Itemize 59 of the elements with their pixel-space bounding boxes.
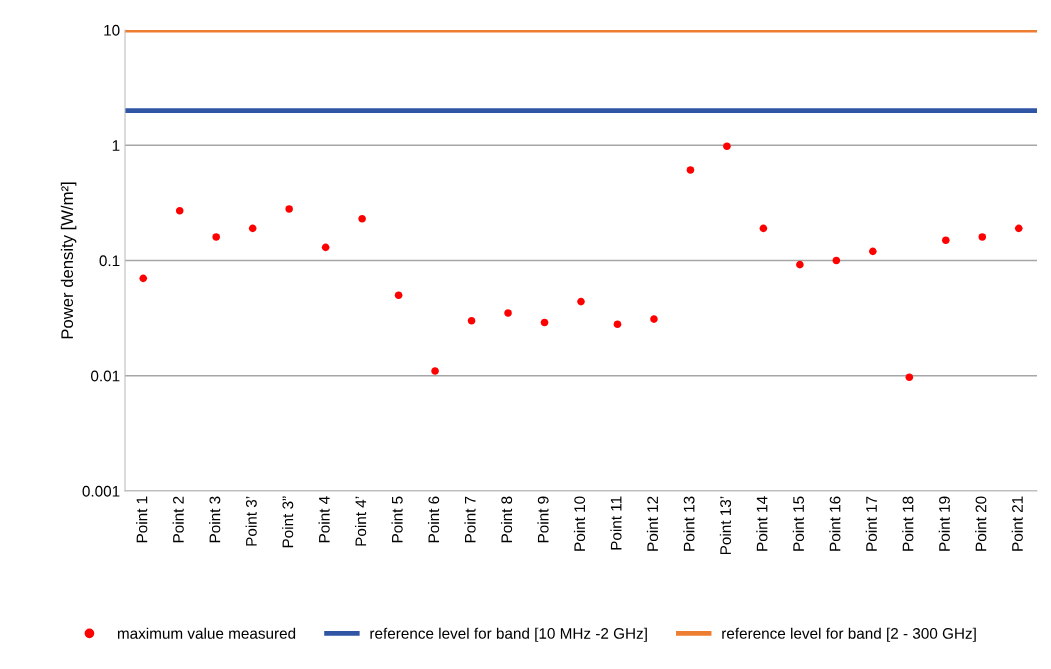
x-tick-label: Point 18 (902, 496, 914, 551)
point (139, 274, 148, 283)
point (832, 256, 841, 265)
x-tick-label: Point 7 (464, 496, 476, 543)
x-tick-label: Point 13’ (719, 496, 732, 555)
x-tick-label: Point 16 (829, 496, 841, 551)
x-tick-label: Point 3 (209, 496, 221, 543)
point (467, 316, 476, 325)
point (175, 206, 184, 215)
x-tick-label: Point 21 (1011, 496, 1023, 551)
point (248, 224, 257, 233)
x-tick-label: Point 8 (500, 496, 513, 543)
x-tick-label: Point 20 (975, 496, 987, 551)
x-tick-label: Point 14 (756, 496, 768, 551)
y-tick-label: 0.1 (99, 255, 120, 267)
legend-label: reference level for band [2 - 300 GHz] (722, 627, 976, 642)
x-tick-label: Point 19 (938, 496, 950, 551)
x-tick-label: Point 10 (573, 496, 586, 551)
point (394, 291, 403, 299)
point (723, 142, 731, 151)
x-tick-label: Point 4 (318, 496, 330, 543)
point (321, 243, 330, 252)
x-tick-label: Point 2 (172, 496, 184, 543)
y-tick-label: 0.01 (91, 370, 120, 382)
point (540, 318, 549, 327)
x-tick-label: Point 9 (537, 496, 549, 543)
point (613, 320, 622, 329)
point (978, 233, 987, 241)
point (212, 233, 220, 241)
point (796, 260, 804, 269)
x-tick-label: Point 5 (391, 496, 403, 543)
y-tick-label: 0.001 (82, 485, 120, 497)
point (285, 205, 293, 213)
x-tick-label: Point 17 (865, 496, 877, 551)
point (431, 367, 439, 375)
point (869, 247, 877, 256)
x-tick-label: Point 11 (610, 496, 622, 550)
point (650, 315, 658, 323)
point (577, 297, 585, 306)
x-tick-label: Point 12 (646, 496, 659, 551)
y-tick-label: 10 (104, 24, 120, 36)
point (504, 309, 512, 317)
x-tick-label: Point 3’ (245, 496, 257, 546)
point (1014, 224, 1023, 233)
point (942, 236, 950, 245)
x-tick-label: Point 3” (282, 496, 294, 548)
legend-label: maximum value measured (117, 627, 296, 639)
x-tick-label: Point 13 (683, 496, 695, 551)
x-tick-label: Point 6 (427, 496, 440, 543)
y-tick-label: 1 (112, 140, 120, 151)
point (759, 224, 768, 233)
point (358, 215, 366, 223)
point (905, 373, 914, 382)
x-tick-label: Point 15 (792, 496, 804, 551)
y-axis-title: Power density [W/m²] (60, 182, 77, 339)
x-tick-label: Point 4’ (355, 496, 367, 546)
legend-label: reference level for band [10 MHz -2 GHz] (370, 627, 647, 642)
point (686, 166, 695, 174)
x-tick-label: Point 1 (136, 496, 148, 543)
